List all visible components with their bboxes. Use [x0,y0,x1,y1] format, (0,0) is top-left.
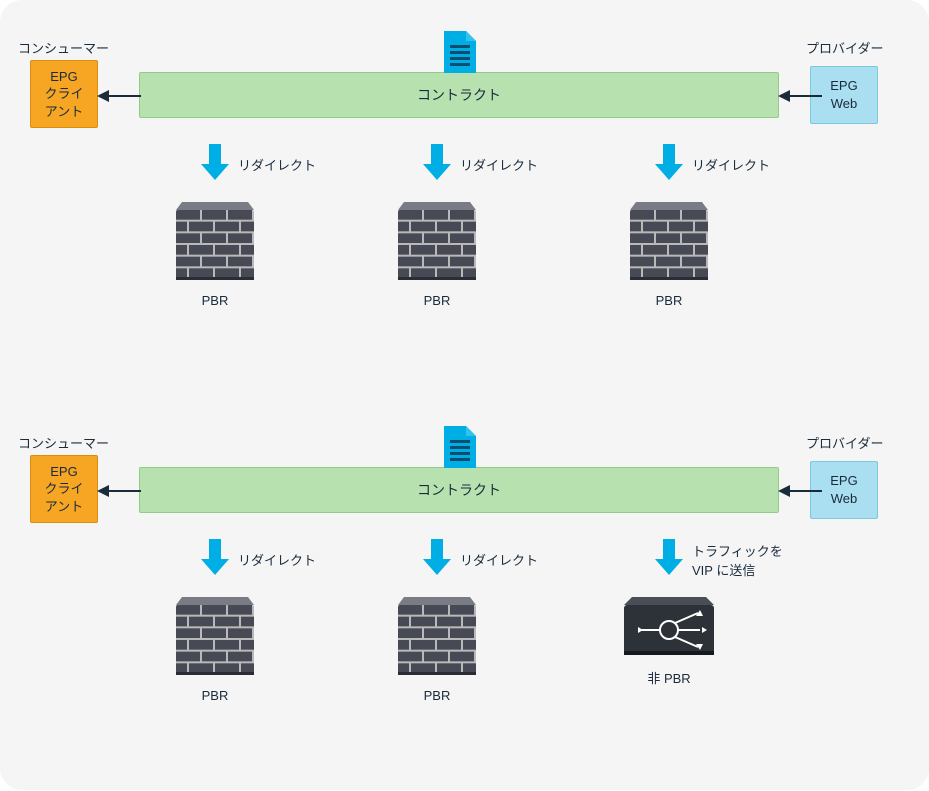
down-arrow-group: リダイレクト [200,142,316,187]
down-arrow-label: リダイレクト [238,155,316,174]
down-arrow-label: リダイレクト [238,550,316,569]
down-arrow-icon [200,537,230,582]
firewall-node: PBR [398,595,476,703]
down-arrow-group: リダイレクト [422,537,538,582]
provider-label: プロバイダー [806,38,883,57]
down-arrow-group: リダイレクト [200,537,316,582]
down-arrow-label: リダイレクト [460,550,538,569]
provider-label: プロバイダー [806,433,883,452]
down-arrow-icon [422,142,452,187]
down-arrow-label: リダイレクト [692,155,770,174]
firewall-node: PBR [630,200,708,308]
epg-client-box: EPGクライアント [30,60,98,128]
down-arrow-group: リダイレクト [654,142,770,187]
down-arrow-icon [200,142,230,187]
consumer-label: コンシューマー [18,433,109,452]
epg-client-box: EPGクライアント [30,455,98,523]
contract-icon [442,424,478,475]
firewall-node: PBR [176,595,254,703]
section-top: コンシューマー EPGクライアントプロバイダー EPGWeb コントラクト リダ… [0,0,929,395]
diagram-panel: コンシューマー EPGクライアントプロバイダー EPGWeb コントラクト リダ… [0,0,929,790]
down-arrow-group: リダイレクト [422,142,538,187]
firewall-node: PBR [398,200,476,308]
firewall-node: PBR [176,200,254,308]
loadbalancer-node: 非 PBR [624,595,714,687]
down-arrow-icon [654,142,684,187]
arrow-from-provider [778,482,822,505]
down-arrow-label: トラフィックをVIP に送信 [692,541,783,579]
down-arrow-label: リダイレクト [460,155,538,174]
node-caption: PBR [398,293,476,308]
arrow-to-consumer [97,482,141,505]
down-arrow-icon [654,537,684,582]
down-arrow-group: トラフィックをVIP に送信 [654,537,783,582]
section-bottom: コンシューマー EPGクライアントプロバイダー EPGWeb コントラクト リダ… [0,395,929,790]
node-caption: PBR [176,293,254,308]
arrow-to-consumer [97,87,141,110]
node-caption: PBR [630,293,708,308]
contract-icon [442,29,478,80]
node-caption: 非 PBR [624,668,714,687]
down-arrow-icon [422,537,452,582]
node-caption: PBR [398,688,476,703]
node-caption: PBR [176,688,254,703]
arrow-from-provider [778,87,822,110]
consumer-label: コンシューマー [18,38,109,57]
